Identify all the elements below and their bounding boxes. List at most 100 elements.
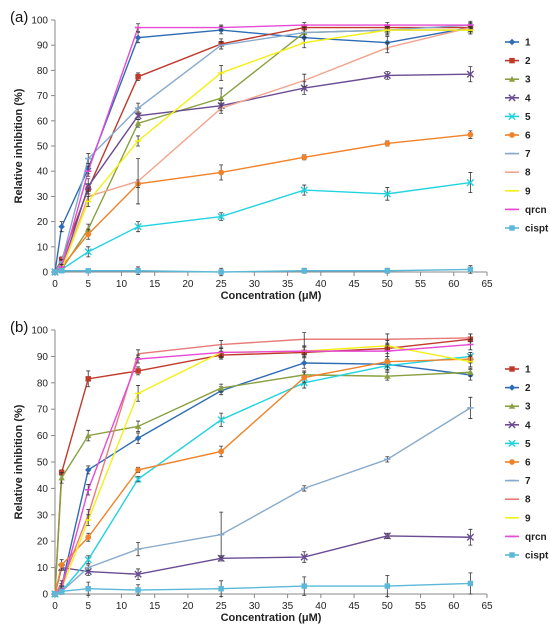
x-tick-label: 40 [315, 279, 327, 290]
series-cispt [52, 572, 474, 598]
data-point [384, 583, 391, 589]
legend-item-2: 2 [505, 383, 531, 394]
data-point [218, 269, 224, 275]
x-tick-label: 0 [52, 279, 58, 290]
data-point [135, 73, 141, 80]
series-line-9 [54, 345, 471, 595]
legend-label: 9 [525, 513, 531, 524]
data-point [135, 467, 141, 473]
x-tick-label: 35 [282, 601, 294, 612]
legend-label: 9 [525, 186, 531, 197]
data-point [301, 374, 308, 381]
legend-item-qrcn: qrcn [505, 532, 547, 543]
data-point [52, 269, 58, 275]
data-point [301, 583, 307, 589]
data-point [85, 432, 92, 439]
data-point [217, 212, 225, 221]
series-cispt [52, 265, 474, 277]
series-8 [53, 332, 473, 596]
y-tick-label: 100 [31, 326, 48, 337]
data-point [58, 223, 65, 230]
x-tick-label: 65 [481, 279, 493, 290]
legend-marker [508, 384, 516, 391]
legend-item-6: 6 [505, 458, 531, 469]
series-line-9 [54, 29, 471, 273]
legend-label: 6 [525, 458, 531, 469]
data-point [134, 112, 142, 120]
data-point [218, 448, 225, 455]
legend-item-7: 7 [505, 149, 531, 160]
y-tick-label: 20 [37, 537, 49, 548]
series-line-2 [54, 362, 471, 595]
panel-label: (a) [10, 9, 28, 26]
legend-marker [508, 403, 516, 409]
series-line-4 [54, 535, 471, 595]
y-tick-label: 60 [37, 116, 49, 127]
data-point [135, 268, 141, 274]
data-point [85, 268, 91, 274]
legend-item-3: 3 [505, 75, 531, 86]
x-tick-label: 60 [448, 279, 460, 290]
series-line-7 [54, 24, 471, 273]
y-tick-label: 10 [37, 242, 49, 253]
legend-label: 3 [525, 75, 531, 86]
legend-label: 2 [525, 56, 531, 67]
data-point [467, 580, 474, 587]
y-tick-label: 80 [37, 66, 49, 77]
series-9 [51, 25, 474, 274]
legend-item-cispt: cispt [505, 551, 549, 562]
y-tick-label: 70 [37, 91, 49, 102]
data-point [300, 553, 308, 561]
data-point [300, 186, 308, 194]
legend-item-8: 8 [505, 495, 531, 506]
y-tick-label: 30 [37, 510, 49, 521]
legend-marker [509, 225, 515, 231]
series-line-3 [54, 371, 471, 595]
data-point [218, 169, 225, 176]
legend-item-3: 3 [505, 402, 531, 413]
legend-marker [508, 38, 516, 46]
data-point [85, 376, 91, 382]
series-line-5 [54, 355, 471, 595]
data-point [383, 190, 392, 198]
legend-label: cispt [525, 551, 549, 562]
data-point [217, 554, 225, 563]
y-tick-label: 60 [37, 431, 49, 442]
data-point [217, 384, 225, 391]
data-point [134, 34, 142, 41]
legend-item-8: 8 [505, 168, 531, 179]
data-point [466, 70, 475, 78]
series-line-cispt [54, 268, 471, 273]
data-point [300, 84, 308, 92]
data-point [58, 474, 65, 481]
data-point [135, 587, 141, 593]
legend-item-9: 9 [505, 513, 531, 524]
x-tick-label: 30 [249, 601, 261, 612]
data-point [217, 416, 225, 424]
series-2 [51, 357, 474, 598]
x-tick-label: 0 [52, 601, 58, 612]
x-tick-label: 50 [382, 601, 394, 612]
panel-label: (b) [10, 319, 28, 336]
x-tick-label: 20 [182, 279, 194, 290]
x-tick-label: 25 [216, 601, 228, 612]
y-tick-label: 90 [37, 41, 49, 52]
series-3 [51, 25, 474, 275]
legend-item-1: 1 [505, 38, 531, 49]
legend-item-2: 2 [505, 56, 531, 67]
y-tick-label: 50 [37, 458, 49, 469]
x-tick-label: 15 [149, 279, 161, 290]
series-line-4 [54, 73, 471, 273]
legend-marker [508, 76, 516, 82]
x-tick-label: 60 [448, 601, 460, 612]
x-axis-title: Concentration (μM) [221, 290, 322, 302]
x-tick-label: 5 [85, 279, 91, 290]
series-qrcn [51, 338, 474, 596]
series-line-6 [54, 133, 471, 273]
series-line-8 [54, 26, 471, 273]
legend-marker [509, 552, 515, 558]
legend-item-qrcn: qrcn [505, 205, 547, 216]
data-point [384, 140, 391, 147]
x-tick-label: 10 [116, 601, 128, 612]
